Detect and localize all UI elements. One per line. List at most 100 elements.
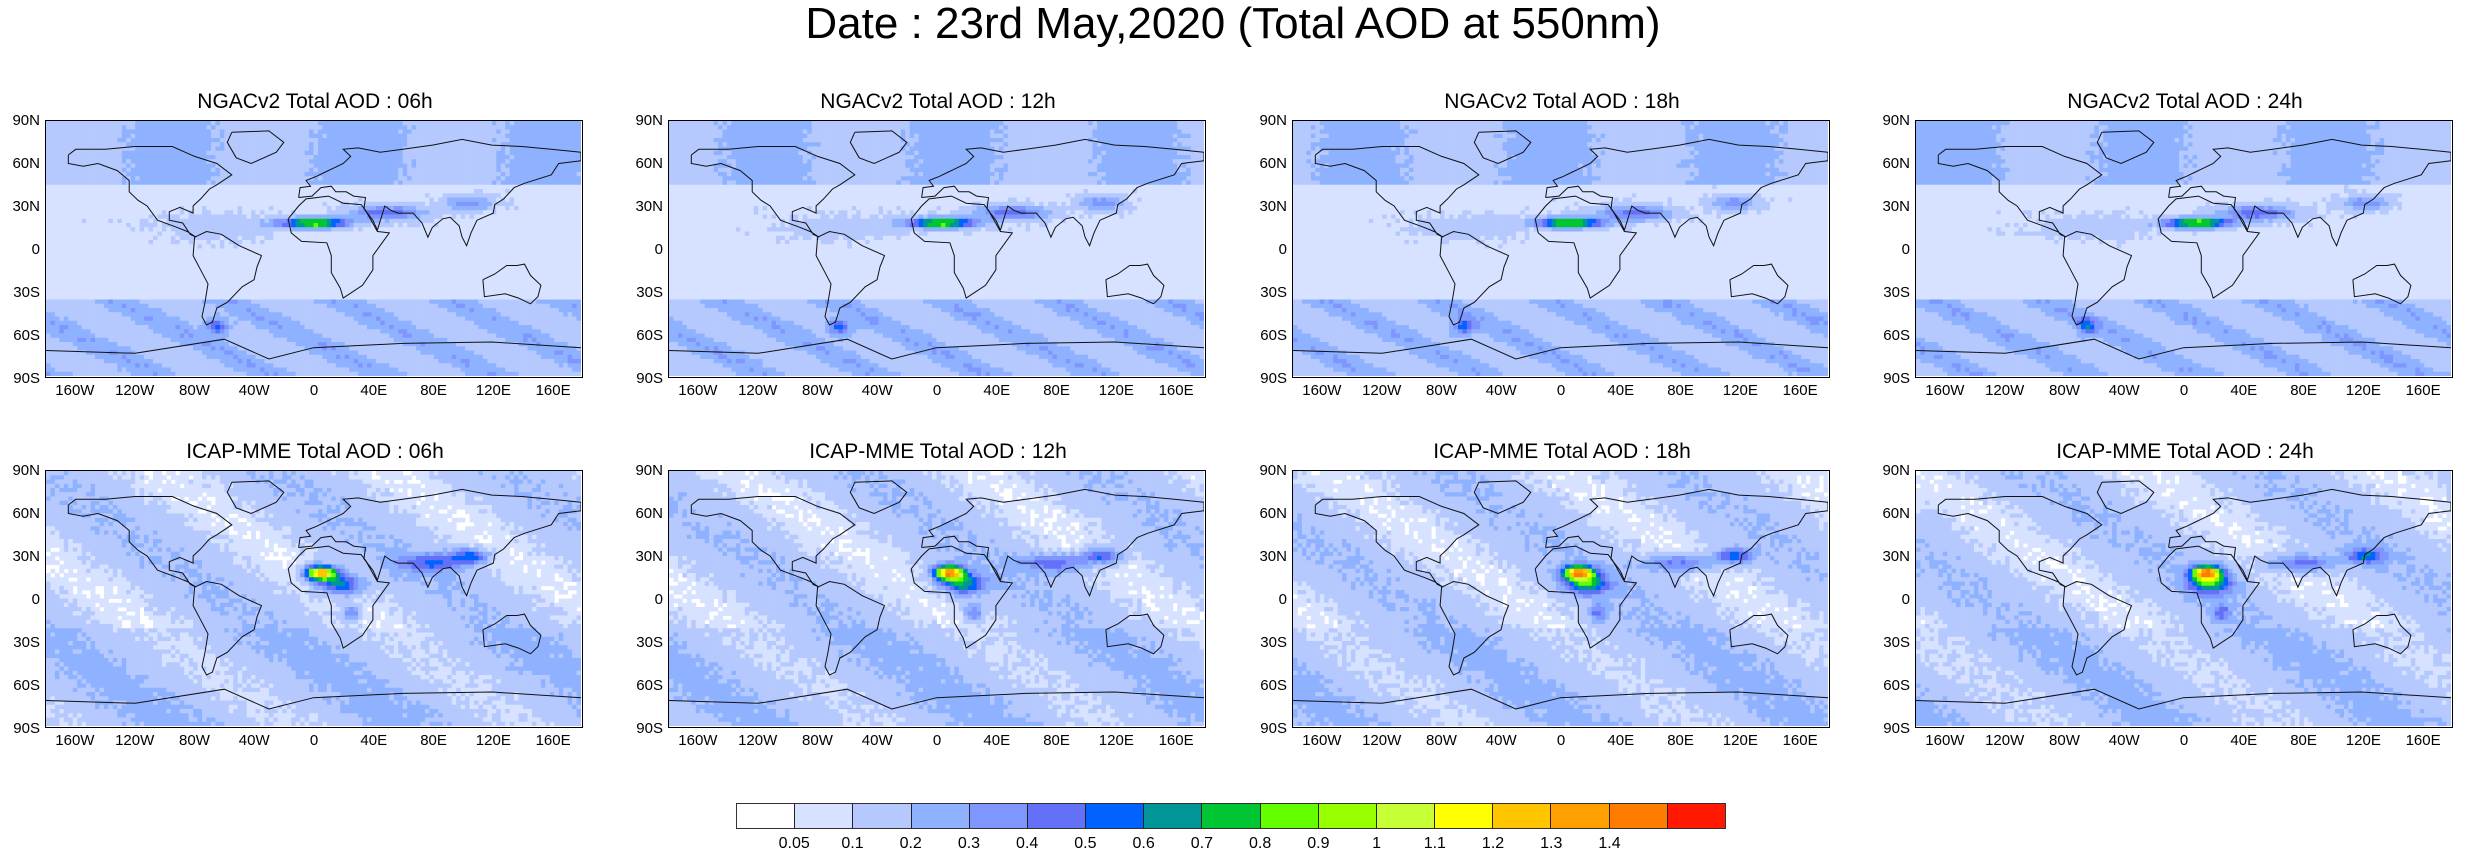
colorbar-swatch bbox=[1318, 804, 1377, 828]
lon-tick-label: 160W bbox=[45, 383, 105, 398]
coastline bbox=[910, 545, 1014, 649]
lat-tick-label: 90N bbox=[0, 113, 40, 128]
lon-tick-label: 0 bbox=[907, 733, 967, 748]
lon-tick-label: 80E bbox=[1027, 733, 1087, 748]
colorbar-swatch bbox=[1086, 804, 1145, 828]
lon-tick-label: 40W bbox=[1471, 383, 1531, 398]
coastlines bbox=[1916, 130, 2451, 360]
lon-tick-label: 120W bbox=[1352, 383, 1412, 398]
lon-tick-label: 120E bbox=[1086, 383, 1146, 398]
coastlines bbox=[1916, 480, 2451, 710]
colorbar-label: 0.05 bbox=[764, 836, 824, 852]
coastline bbox=[2062, 580, 2133, 676]
coastline bbox=[921, 138, 1204, 247]
coastline bbox=[1439, 580, 1510, 676]
coastline bbox=[1293, 688, 1828, 710]
lon-tick-label: 80W bbox=[164, 383, 224, 398]
map-frame bbox=[668, 470, 1206, 728]
colorbar-label: 0.2 bbox=[881, 836, 941, 852]
lat-tick-label: 90N bbox=[1247, 463, 1287, 478]
colorbar-label: 0.5 bbox=[1055, 836, 1115, 852]
lat-tick-label: 60S bbox=[0, 328, 40, 343]
panel-title: NGACv2 Total AOD : 18h bbox=[1292, 90, 1832, 114]
lat-tick-label: 60N bbox=[623, 506, 663, 521]
lon-tick-label: 40E bbox=[967, 733, 1027, 748]
lon-tick-label: 0 bbox=[1531, 383, 1591, 398]
coastlines bbox=[1293, 480, 1828, 710]
map-frame bbox=[1292, 470, 1830, 728]
aod-map bbox=[46, 121, 581, 376]
lat-tick-label: 90N bbox=[1247, 113, 1287, 128]
aod-field bbox=[1916, 471, 2451, 726]
main-title: Date : 23rd May,2020 (Total AOD at 550nm… bbox=[0, 2, 2466, 46]
lat-tick-label: 0 bbox=[0, 592, 40, 607]
colorbar-swatch bbox=[1027, 804, 1087, 828]
lon-tick-label: 80E bbox=[1027, 383, 1087, 398]
lon-tick-label: 120W bbox=[728, 383, 788, 398]
lat-tick-label: 0 bbox=[623, 592, 663, 607]
coastline bbox=[1534, 195, 1638, 299]
coastline bbox=[690, 146, 856, 238]
colorbar bbox=[736, 803, 1726, 829]
map-frame bbox=[668, 120, 1206, 378]
coastline bbox=[2096, 130, 2155, 165]
lat-tick-label: 30S bbox=[1870, 635, 1910, 650]
colorbar-swatch bbox=[1551, 804, 1610, 828]
coastline bbox=[1729, 613, 1789, 655]
coastline bbox=[1534, 545, 1638, 649]
lon-tick-label: 120E bbox=[1710, 733, 1770, 748]
coastlines bbox=[1293, 130, 1828, 360]
lat-tick-label: 90S bbox=[1870, 371, 1910, 386]
lon-tick-label: 80W bbox=[787, 383, 847, 398]
lon-tick-label: 160E bbox=[1146, 733, 1206, 748]
coastline bbox=[2168, 138, 2451, 247]
lat-tick-label: 90N bbox=[623, 113, 663, 128]
lon-tick-label: 40E bbox=[2214, 383, 2274, 398]
coastline bbox=[1729, 263, 1789, 305]
colorbar-swatch bbox=[1609, 804, 1668, 828]
lat-tick-label: 30S bbox=[1247, 635, 1287, 650]
colorbar-label: 1.3 bbox=[1521, 836, 1581, 852]
lat-tick-label: 60S bbox=[623, 328, 663, 343]
lon-tick-label: 80W bbox=[2034, 383, 2094, 398]
lon-tick-label: 40W bbox=[2094, 733, 2154, 748]
lat-tick-label: 60N bbox=[1870, 156, 1910, 171]
colorbar-label: 0.8 bbox=[1230, 836, 1290, 852]
coastline bbox=[2157, 545, 2261, 649]
panel-title: ICAP-MME Total AOD : 18h bbox=[1292, 440, 1832, 464]
lat-tick-label: 60N bbox=[0, 156, 40, 171]
lat-tick-label: 30S bbox=[623, 285, 663, 300]
lon-tick-label: 160E bbox=[2393, 733, 2453, 748]
lon-tick-label: 0 bbox=[1531, 733, 1591, 748]
aod-map bbox=[1293, 121, 1828, 376]
aod-field bbox=[669, 121, 1204, 376]
map-frame bbox=[45, 120, 583, 378]
lon-tick-label: 40W bbox=[2094, 383, 2154, 398]
coastlines bbox=[669, 130, 1204, 360]
lon-tick-label: 160W bbox=[668, 733, 728, 748]
coastline bbox=[1105, 263, 1165, 305]
lon-tick-label: 80W bbox=[1411, 383, 1471, 398]
lon-tick-label: 40E bbox=[2214, 733, 2274, 748]
lat-tick-label: 30N bbox=[1247, 549, 1287, 564]
lon-tick-label: 80W bbox=[787, 733, 847, 748]
coastline bbox=[1545, 138, 1828, 247]
coastline bbox=[849, 130, 908, 165]
coastline bbox=[1473, 130, 1532, 165]
lon-tick-label: 120E bbox=[463, 383, 523, 398]
lat-tick-label: 30S bbox=[623, 635, 663, 650]
colorbar-swatch bbox=[911, 804, 970, 828]
lat-tick-label: 30S bbox=[0, 635, 40, 650]
lon-tick-label: 120W bbox=[1352, 733, 1412, 748]
lat-tick-label: 30S bbox=[0, 285, 40, 300]
lon-tick-label: 160W bbox=[1292, 733, 1352, 748]
coastline bbox=[482, 263, 542, 305]
colorbar-label: 0.7 bbox=[1172, 836, 1232, 852]
map-panel: NGACv2 Total AOD : 24h 90N 60N 30N 0 30S 60S 90… bbox=[1870, 90, 2453, 398]
coastline bbox=[2157, 195, 2261, 299]
lat-tick-label: 60S bbox=[1247, 678, 1287, 693]
panel-title: NGACv2 Total AOD : 06h bbox=[45, 90, 585, 114]
lat-tick-label: 60N bbox=[1247, 506, 1287, 521]
panel-title: ICAP-MME Total AOD : 06h bbox=[45, 440, 585, 464]
coastlines bbox=[669, 480, 1204, 710]
